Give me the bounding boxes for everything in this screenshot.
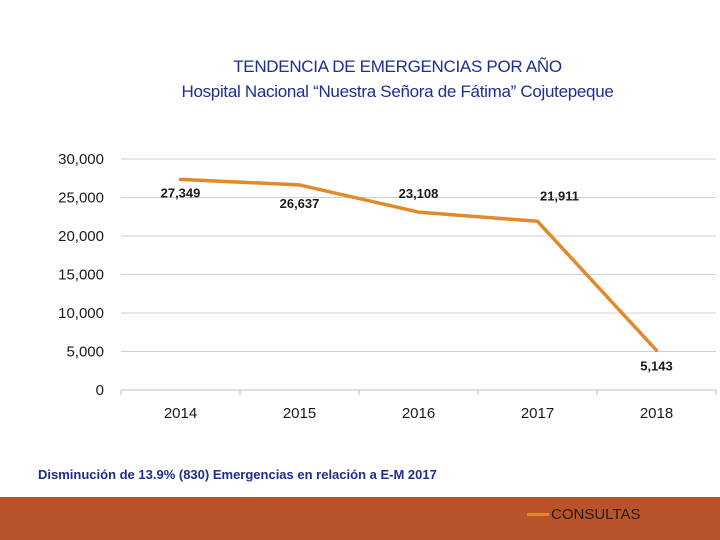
y-tick-label: 10,000	[58, 305, 104, 322]
line-chart: 0 5,000 10,000 15,000 20,000 25,000 30,000 201…	[58, 151, 717, 422]
chart-title-block: TENDENCIA DE EMERGENCIAS POR AÑO Hospita…	[0, 54, 720, 104]
x-tick-label: 2015	[283, 405, 316, 422]
y-tick-label: 15,000	[58, 267, 104, 284]
footer-bar	[0, 497, 720, 540]
y-tick-label: 30,000	[58, 151, 104, 168]
data-label: 27,349	[161, 185, 201, 200]
gridlines	[121, 158, 716, 391]
y-tick-label: 0	[96, 382, 104, 399]
x-tick-label: 2016	[402, 405, 435, 422]
data-label: 26,637	[280, 196, 320, 211]
x-tick-label: 2018	[640, 405, 673, 422]
legend: CONSULTAS	[527, 506, 640, 523]
data-point	[179, 177, 182, 181]
x-tick-label: 2014	[164, 405, 197, 422]
data-point	[417, 210, 420, 214]
x-axis-ticks: 2014 2015 2016 2017 2018	[120, 390, 717, 422]
legend-line-swatch	[527, 513, 549, 516]
series-consultas	[178, 177, 659, 353]
data-point	[536, 219, 539, 223]
data-label: 21,911	[540, 188, 579, 203]
y-tick-label: 5,000	[66, 344, 104, 361]
y-tick-label: 20,000	[58, 228, 104, 245]
x-tick-label: 2017	[521, 405, 554, 422]
data-label: 5,143	[640, 358, 673, 373]
chart-title: TENDENCIA DE EMERGENCIAS POR AÑO	[233, 57, 562, 76]
data-labels: 27,349 26,637 23,108 21,911 5,143	[161, 185, 673, 373]
data-point	[655, 348, 658, 352]
series-line	[178, 177, 659, 353]
data-point	[298, 183, 301, 187]
y-axis-ticks: 0 5,000 10,000 15,000 20,000 25,000 30,000	[58, 151, 104, 399]
footer-divider	[0, 495, 720, 497]
data-label: 23,108	[399, 186, 439, 201]
y-tick-label: 25,000	[58, 190, 104, 207]
chart-subtitle: Hospital Nacional “Nuestra Señora de Fát…	[181, 82, 614, 101]
legend-label: CONSULTAS	[551, 506, 641, 523]
annotation-note: Disminución de 13.9% (830) Emergencias e…	[38, 467, 437, 482]
